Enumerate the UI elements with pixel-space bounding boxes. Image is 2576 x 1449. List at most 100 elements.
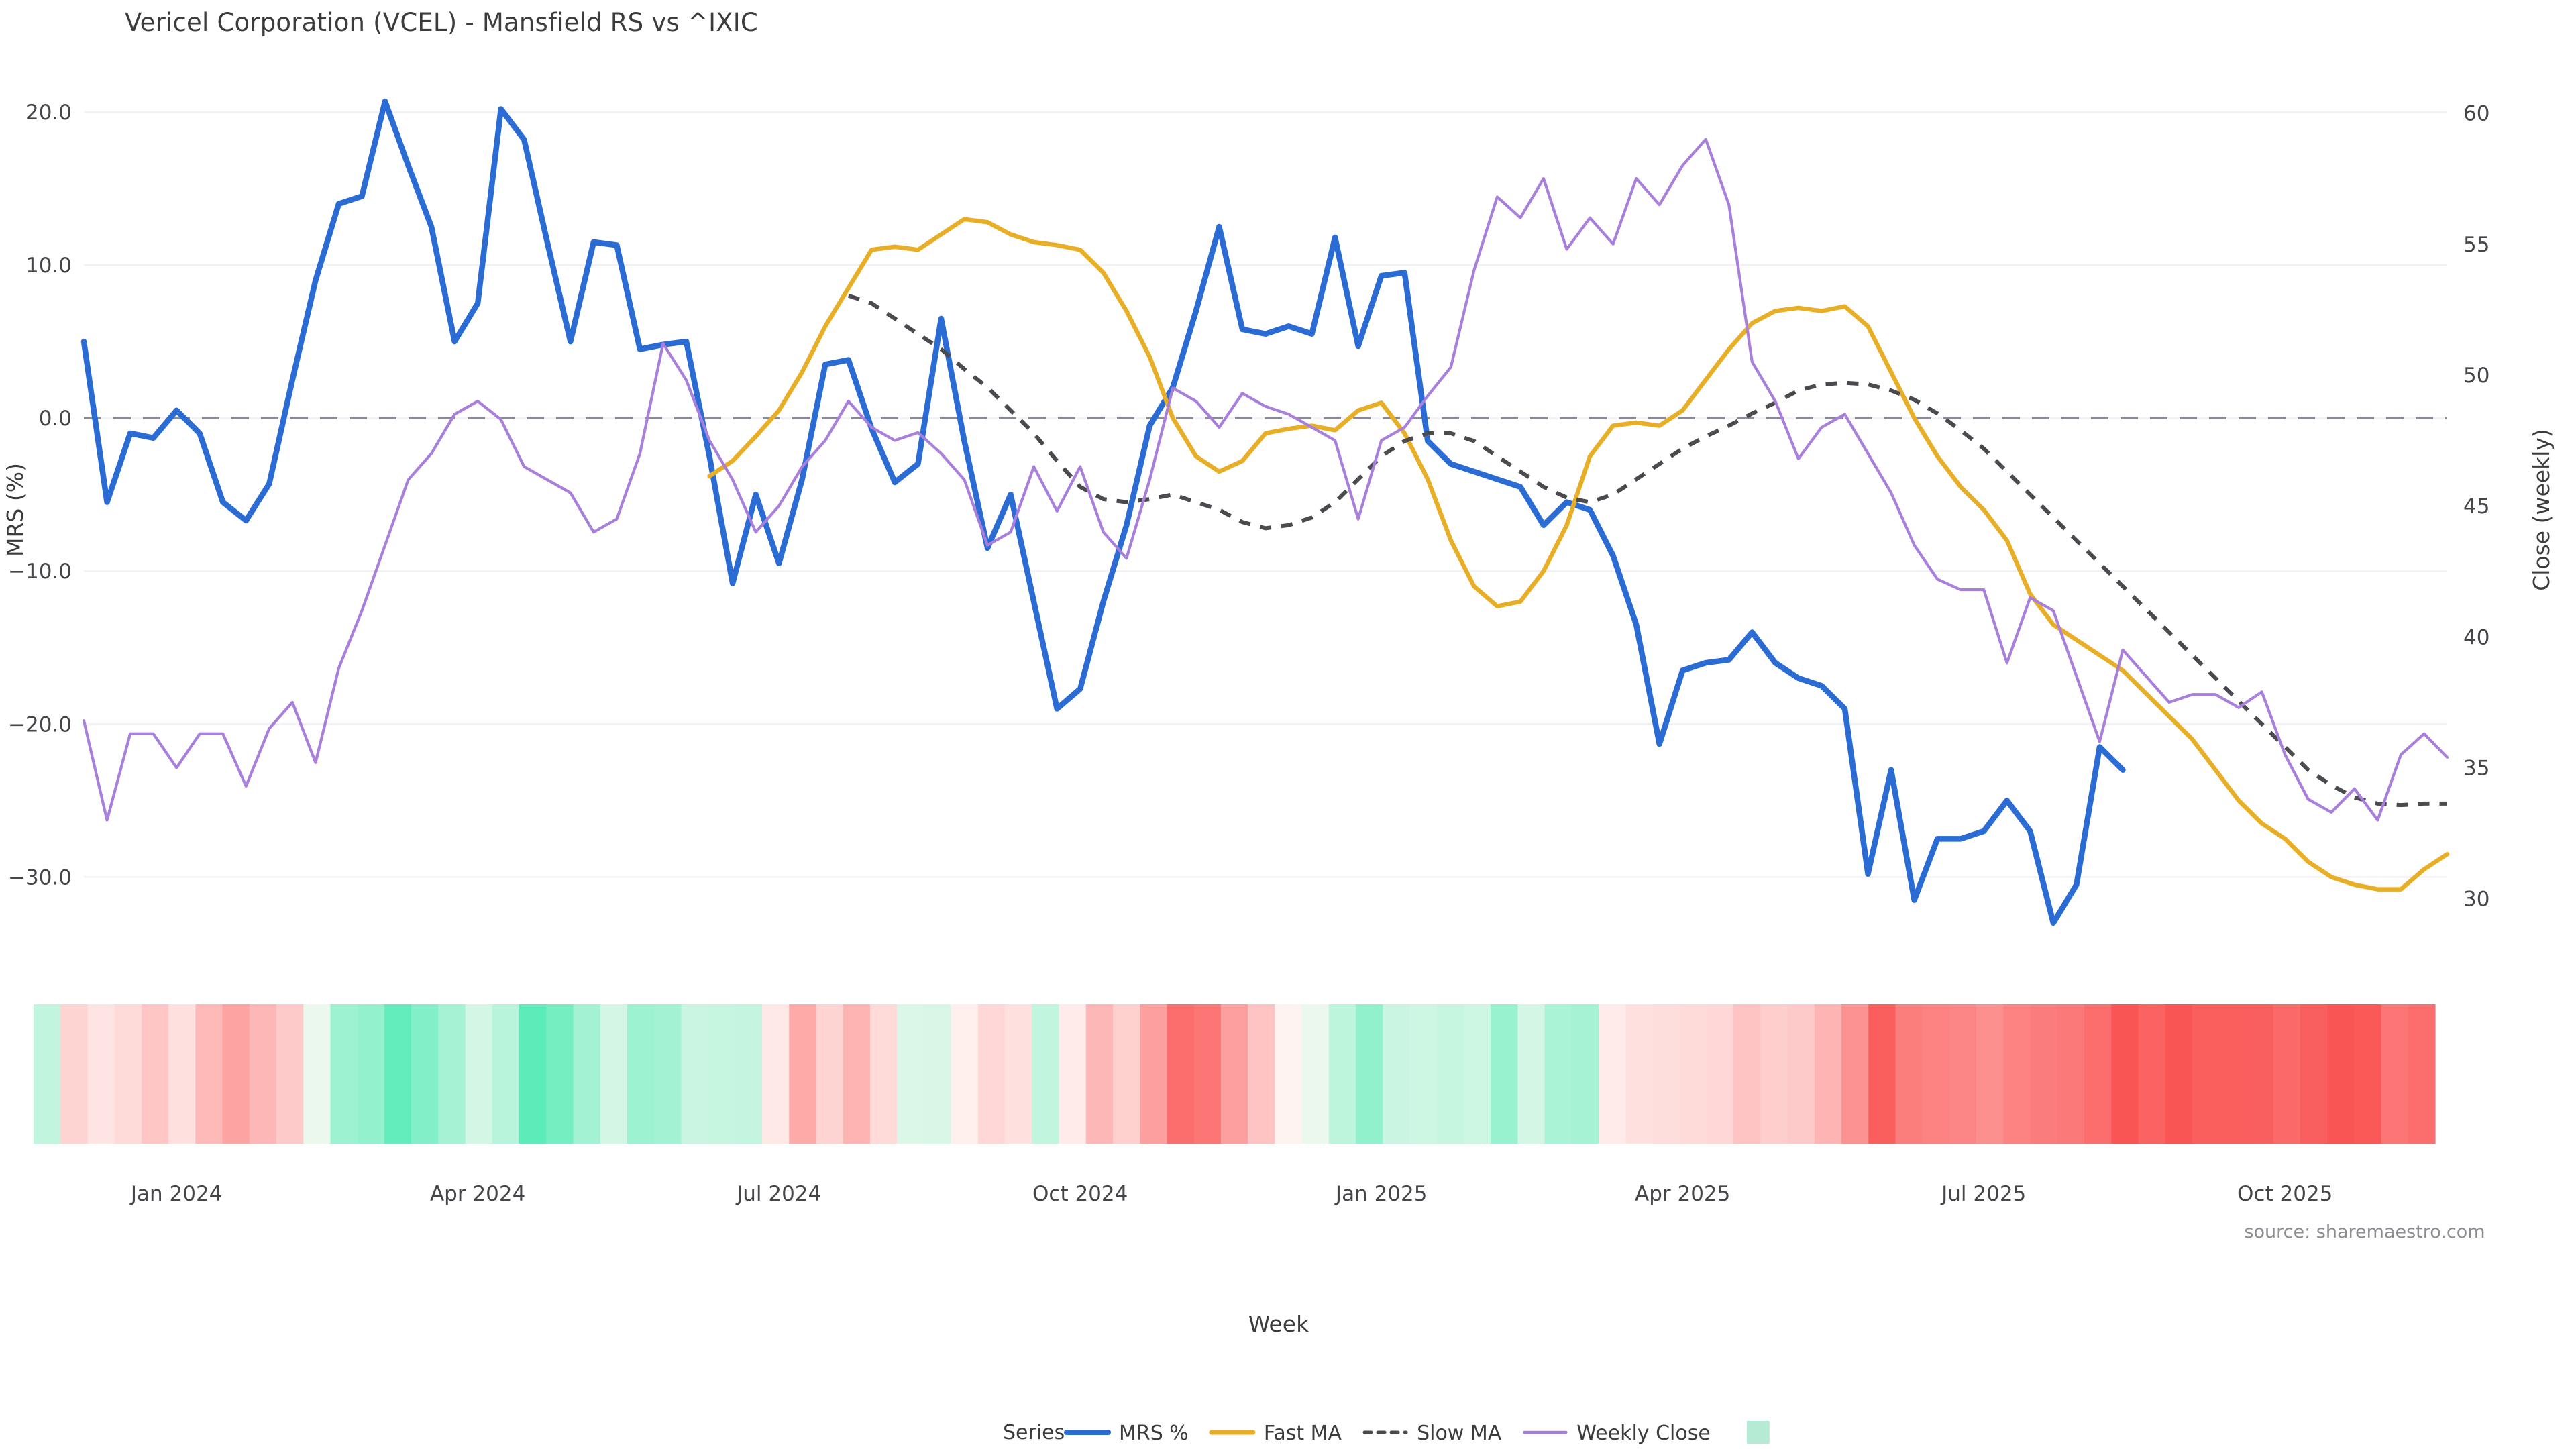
series-line-mrs: [80, 98, 2126, 926]
heat-cell: [1517, 1004, 1546, 1144]
relative-strength-heat-band: [34, 1004, 2436, 1144]
heat-cell: [1032, 1004, 1060, 1144]
x-tick-label: Apr 2025: [1635, 1182, 1730, 1206]
heat-cell: [951, 1004, 979, 1144]
heat-cell: [249, 1004, 277, 1144]
heat-cell: [1652, 1004, 1680, 1144]
y2-tick-label: 30: [2463, 888, 2489, 912]
legend-label[interactable]: Fast MA: [1264, 1421, 1342, 1445]
y-tick-label: −30.0: [8, 865, 72, 890]
heat-cell: [465, 1004, 493, 1144]
heat-cell: [1140, 1004, 1168, 1144]
legend-label[interactable]: Slow MA: [1417, 1421, 1502, 1445]
series-line-slow-ma: [847, 293, 2447, 808]
heat-cell: [168, 1004, 196, 1144]
y2-tick-label: 45: [2463, 494, 2489, 519]
heat-cell: [1275, 1004, 1303, 1144]
heat-cell: [2084, 1004, 2112, 1144]
heat-cell: [2219, 1004, 2247, 1144]
heat-cell: [897, 1004, 925, 1144]
series-line-weekly-close: [82, 138, 2449, 822]
heat-cell: [546, 1004, 574, 1144]
heat-cell: [1599, 1004, 1626, 1144]
source-watermark: source: sharemaestro.com: [2244, 1222, 2485, 1242]
legend-title: Series: [1003, 1421, 1065, 1444]
y2-tick-label: 55: [2463, 233, 2489, 257]
heat-cell: [34, 1004, 61, 1144]
heat-cell: [1328, 1004, 1356, 1144]
y-axis-ticks: 20.0 10.0 0.0 −10.0 −20.0 −30.0: [8, 101, 72, 890]
heat-cell: [1436, 1004, 1464, 1144]
heat-cell: [60, 1004, 89, 1144]
heat-cell: [1112, 1004, 1140, 1144]
heat-cell: [492, 1004, 520, 1144]
y2-axis-title: Close (weekly): [2528, 429, 2555, 591]
heat-cell: [1868, 1004, 1896, 1144]
heat-cell: [1922, 1004, 1950, 1144]
y2-tick-label: 60: [2463, 102, 2489, 126]
y2-axis-ticks: 60 55 50 45 40 35 30: [2463, 102, 2489, 912]
legend-label[interactable]: Weekly Close: [1576, 1421, 1711, 1445]
y-tick-label: −10.0: [8, 559, 72, 584]
heat-cell: [1248, 1004, 1275, 1144]
heat-cell: [1463, 1004, 1491, 1144]
heat-cell: [1383, 1004, 1411, 1144]
heat-cell: [1167, 1004, 1195, 1144]
heat-cell: [2381, 1004, 2409, 1144]
x-axis-ticks: Jan 2024 Apr 2024 Jul 2024 Oct 2024 Jan 2025…: [129, 1182, 2333, 1206]
heat-cell: [276, 1004, 304, 1144]
heat-cell: [2300, 1004, 2328, 1144]
heat-cell: [1679, 1004, 1707, 1144]
heat-cell: [141, 1004, 169, 1144]
heat-cell: [1085, 1004, 1114, 1144]
heat-cell: [1733, 1004, 1761, 1144]
heat-cell: [87, 1004, 115, 1144]
heat-cell: [2111, 1004, 2139, 1144]
heat-cell: [2354, 1004, 2382, 1144]
heat-cell: [708, 1004, 736, 1144]
heat-cell: [438, 1004, 466, 1144]
legend-label[interactable]: MRS %: [1119, 1421, 1189, 1445]
x-tick-label: Jul 2025: [1940, 1182, 2026, 1206]
heat-cell: [816, 1004, 844, 1144]
heat-cell: [357, 1004, 385, 1144]
heat-cell: [924, 1004, 952, 1144]
heat-cell: [1220, 1004, 1248, 1144]
heat-cell: [519, 1004, 547, 1144]
heat-cell: [2327, 1004, 2355, 1144]
x-tick-label: Oct 2024: [1032, 1182, 1128, 1206]
heat-cell: [1760, 1004, 1788, 1144]
heat-cell: [1193, 1004, 1222, 1144]
heat-cell: [573, 1004, 601, 1144]
heat-cell: [1841, 1004, 1869, 1144]
heat-cell: [2273, 1004, 2301, 1144]
heat-cell: [1625, 1004, 1654, 1144]
heat-cell: [681, 1004, 709, 1144]
series-line-fast-ma: [707, 217, 2450, 892]
y-tick-label: −20.0: [8, 712, 72, 737]
heat-cell: [2030, 1004, 2058, 1144]
y-tick-label: 20.0: [25, 101, 72, 125]
x-tick-label: Apr 2024: [430, 1182, 525, 1206]
heat-cell: [2192, 1004, 2220, 1144]
heat-cell: [1005, 1004, 1032, 1144]
heat-cell: [600, 1004, 628, 1144]
heat-cell: [1895, 1004, 1923, 1144]
heat-cell: [843, 1004, 871, 1144]
heat-cell: [2165, 1004, 2193, 1144]
heat-cell: [195, 1004, 223, 1144]
heat-cell: [762, 1004, 790, 1144]
heat-cell: [384, 1004, 412, 1144]
legend-swatch[interactable]: [1746, 1421, 1770, 1444]
x-tick-label: Jan 2024: [129, 1182, 223, 1206]
chart-legend: Series MRS % Fast MA Slow MA Weekly Close: [1003, 1421, 1770, 1445]
heat-cell: [1976, 1004, 2004, 1144]
heat-cell: [1787, 1004, 1815, 1144]
series-lines: [80, 98, 2450, 926]
heat-cell: [411, 1004, 439, 1144]
y-tick-label: 0.0: [39, 407, 72, 431]
y-tick-label: 10.0: [25, 254, 72, 278]
y2-tick-label: 40: [2463, 625, 2489, 649]
